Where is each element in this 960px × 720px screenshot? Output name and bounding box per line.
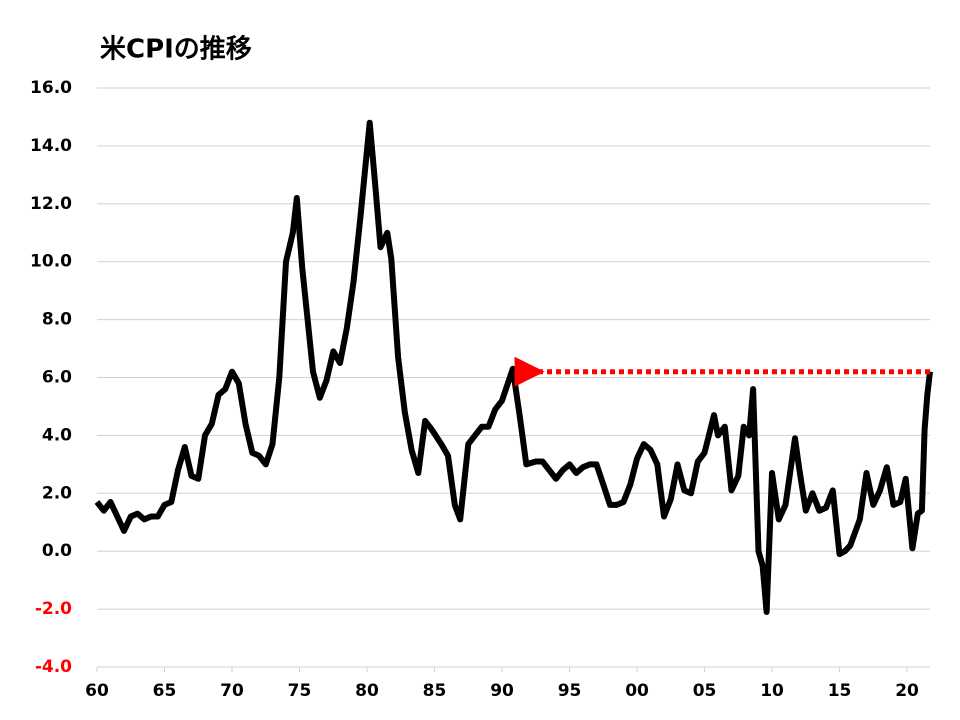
x-tick-label: 10 bbox=[760, 681, 784, 701]
y-tick-label: -2.0 bbox=[35, 599, 72, 619]
y-tick-label: 10.0 bbox=[30, 252, 72, 272]
y-tick-label: 8.0 bbox=[42, 310, 72, 330]
x-tick-label: 85 bbox=[423, 681, 447, 701]
y-tick-label: 16.0 bbox=[30, 78, 72, 98]
x-tick-label: 15 bbox=[828, 681, 852, 701]
y-tick-label: -4.0 bbox=[35, 657, 72, 677]
cpi-line bbox=[94, 119, 933, 615]
x-tick-label: 75 bbox=[288, 681, 312, 701]
x-tick-label: 95 bbox=[558, 681, 582, 701]
x-tick-label: 00 bbox=[625, 681, 649, 701]
y-tick-label: 14.0 bbox=[30, 136, 72, 156]
y-tick-label: 2.0 bbox=[42, 483, 72, 503]
x-tick-label: 05 bbox=[693, 681, 717, 701]
y-tick-label: 4.0 bbox=[42, 425, 72, 445]
y-tick-label: 12.0 bbox=[30, 194, 72, 214]
x-tick-label: 70 bbox=[220, 681, 244, 701]
x-tick-label: 65 bbox=[153, 681, 177, 701]
x-tick-label: 20 bbox=[895, 681, 919, 701]
chart-title: 米CPIの推移 bbox=[100, 35, 252, 65]
x-tick-label: 80 bbox=[355, 681, 379, 701]
y-tick-label: 6.0 bbox=[42, 368, 72, 388]
x-tick-label: 60 bbox=[85, 681, 109, 701]
y-tick-label: 0.0 bbox=[42, 541, 72, 561]
x-tick-label: 90 bbox=[490, 681, 514, 701]
